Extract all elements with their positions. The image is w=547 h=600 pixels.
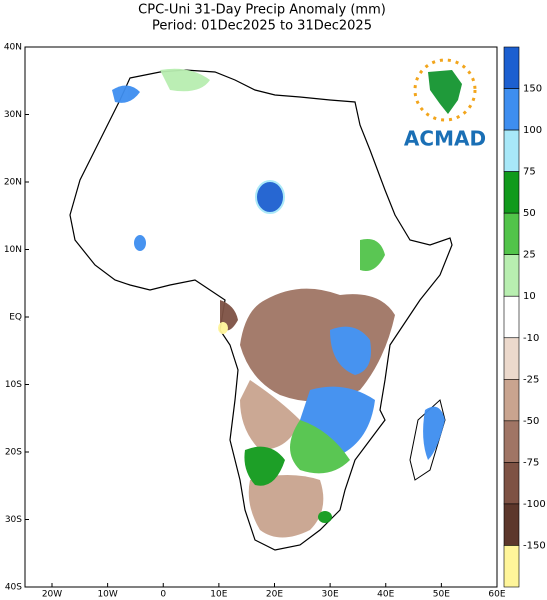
lon-label: 20E bbox=[266, 590, 283, 600]
lon-label: 50E bbox=[433, 590, 450, 600]
colorbar-label: 25 bbox=[523, 250, 536, 261]
colorbar-box bbox=[503, 420, 520, 463]
lat-label: EQ bbox=[9, 313, 22, 323]
colorbar-box bbox=[503, 379, 520, 422]
title: CPC-Uni 31-Day Precip Anomaly (mm) bbox=[138, 3, 386, 18]
lon-label: 0 bbox=[160, 590, 166, 600]
lon-label: 60E bbox=[488, 590, 505, 600]
lat-label: 40N bbox=[4, 43, 22, 53]
lat-label: 20S bbox=[5, 448, 22, 458]
lon-label: 40E bbox=[377, 590, 394, 600]
logo-text: ACMAD bbox=[404, 127, 486, 151]
colorbar-box bbox=[503, 337, 520, 380]
colorbar-box bbox=[503, 88, 520, 131]
colorbar-box bbox=[503, 46, 520, 89]
lat-label: 30N bbox=[4, 110, 22, 120]
lon-label: 10W bbox=[97, 590, 117, 600]
anomaly-shading bbox=[112, 68, 445, 538]
lon-label: 20W bbox=[42, 590, 62, 600]
colorbar-box bbox=[503, 129, 520, 172]
colorbar-box bbox=[503, 254, 520, 297]
lat-label: 40S bbox=[5, 583, 22, 593]
lat-label: 10N bbox=[4, 245, 22, 255]
colorbar-label: -75 bbox=[523, 457, 539, 468]
lon-label: 30E bbox=[322, 590, 339, 600]
colorbar-label: 100 bbox=[523, 125, 542, 136]
subtitle: Period: 01Dec2025 to 31Dec2025 bbox=[152, 19, 372, 34]
logo: ACMAD bbox=[404, 58, 486, 151]
colorbar-label: 10 bbox=[523, 291, 536, 302]
colorbar-box bbox=[503, 171, 520, 214]
colorbar-box bbox=[503, 503, 520, 546]
colorbar-box bbox=[503, 295, 520, 339]
lat-label: 10S bbox=[5, 380, 22, 390]
colorbar-label: -25 bbox=[523, 374, 539, 385]
colorbar-box bbox=[503, 212, 520, 255]
colorbar-box bbox=[503, 545, 520, 588]
colorbar-label: 75 bbox=[523, 167, 536, 178]
lat-label: 20N bbox=[4, 178, 22, 188]
colorbar-label: -10 bbox=[523, 333, 539, 344]
colorbar-label: 150 bbox=[523, 84, 542, 95]
lon-label: 10E bbox=[210, 590, 227, 600]
colorbar-label: -100 bbox=[523, 499, 546, 510]
colorbar-box bbox=[503, 462, 520, 505]
colorbar-label: -150 bbox=[523, 540, 546, 551]
colorbar-label: 50 bbox=[523, 208, 536, 219]
lat-label: 30S bbox=[5, 515, 22, 525]
colorbar-label: -50 bbox=[523, 416, 539, 427]
